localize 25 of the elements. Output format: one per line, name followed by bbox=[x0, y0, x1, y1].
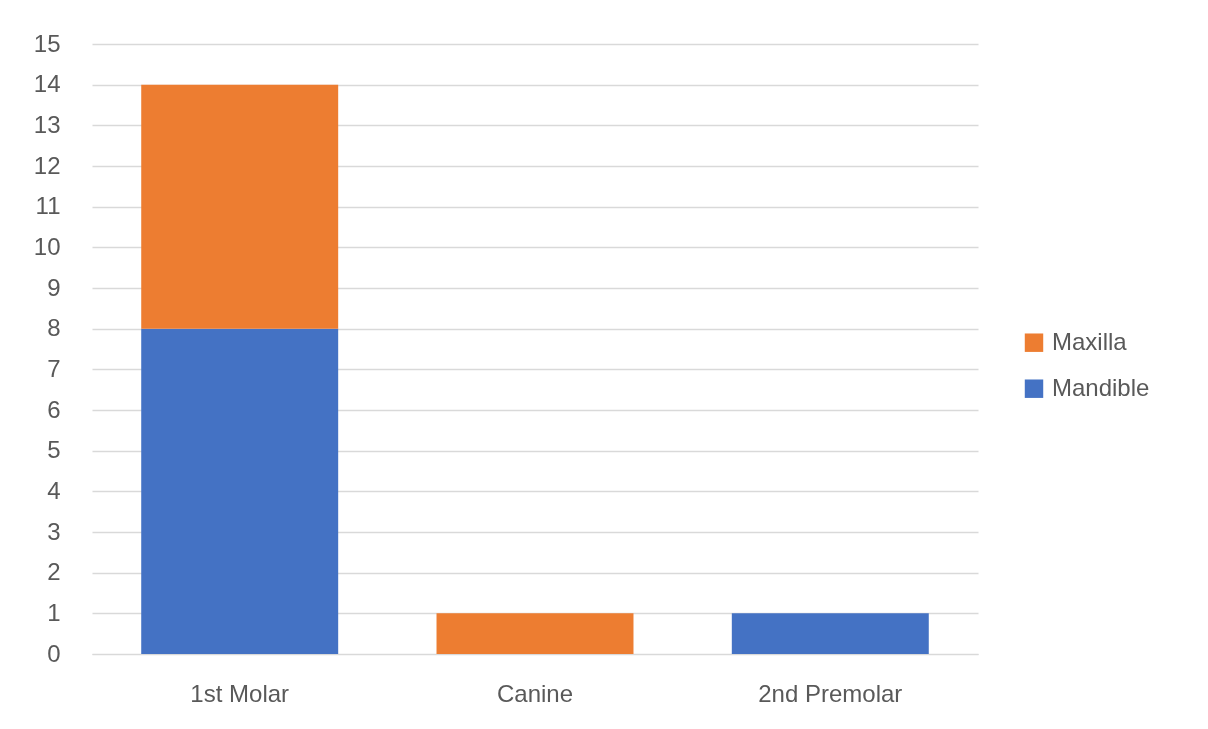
x-tick-label: 1st Molar bbox=[190, 679, 290, 707]
x-tick-label: Canine bbox=[496, 679, 574, 707]
y-tick-label: 2 bbox=[47, 558, 61, 586]
y-tick-label: 7 bbox=[47, 354, 61, 382]
legend-label: Mandible bbox=[1052, 373, 1150, 401]
y-tick-label: 12 bbox=[33, 151, 61, 179]
y-tick-label: 3 bbox=[47, 517, 61, 545]
y-tick-label: 11 bbox=[35, 192, 61, 220]
bar bbox=[141, 328, 339, 654]
y-tick-label: 10 bbox=[33, 232, 61, 260]
y-tick-label: 15 bbox=[33, 29, 61, 57]
y-tick-label: 1 bbox=[47, 598, 61, 626]
bar bbox=[436, 613, 634, 654]
bar bbox=[731, 613, 929, 654]
y-tick-label: 8 bbox=[47, 314, 61, 342]
y-tick-label: 14 bbox=[33, 70, 61, 98]
y-tick-label: 0 bbox=[47, 639, 61, 667]
y-tick-label: 4 bbox=[47, 476, 61, 504]
bar bbox=[141, 84, 339, 329]
x-tick-label: 2nd Premolar bbox=[758, 679, 903, 707]
y-tick-label: 5 bbox=[47, 436, 61, 464]
y-tick-label: 9 bbox=[47, 273, 61, 301]
y-tick-label: 13 bbox=[33, 110, 61, 138]
y-tick-label: 6 bbox=[47, 395, 61, 423]
legend-label: Maxilla bbox=[1052, 327, 1128, 355]
